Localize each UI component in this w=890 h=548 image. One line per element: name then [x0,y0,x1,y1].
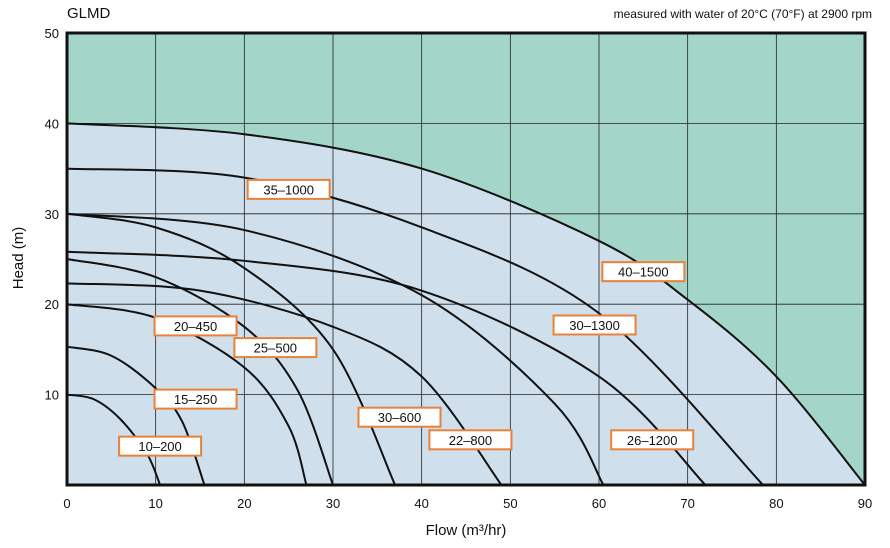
curve-label-box [552,314,637,336]
pump-curve-30–1300 [66,212,605,486]
curve-label: 35–1000 [263,182,314,197]
pump-curve-40–1500 [66,122,866,486]
curve-label-box [233,337,318,359]
x-tick-label: 10 [148,496,162,511]
curve-label: 20–450 [174,319,217,334]
x-tick-label: 90 [858,496,872,511]
y-tick-label: 40 [45,116,59,131]
curve-label-box [610,429,695,451]
plot-frame [65,31,867,487]
y-tick-label: 30 [45,207,59,222]
curve-label: 15–250 [174,392,217,407]
x-tick-label: 70 [680,496,694,511]
curve-label: 26–1200 [627,433,678,448]
curve-label-box [357,406,442,428]
pump-curve-26–1200 [66,250,707,486]
curve-label: 22–800 [449,433,492,448]
x-tick-label: 60 [592,496,606,511]
chart-title: GLMD [67,5,111,22]
curve-label-box [118,435,203,457]
x-tick-label: 0 [63,496,70,511]
pump-curve-10–200 [66,393,162,486]
curve-label-box [601,261,686,283]
pump-curve-35–1000 [66,167,764,486]
pump-curve-30–600 [66,212,396,486]
x-tick-label: 30 [326,496,340,511]
x-tick-label: 80 [769,496,783,511]
curve-label: 25–500 [254,341,297,356]
y-tick-label: 20 [45,297,59,312]
y-tick-label: 50 [45,26,59,41]
chart-subtitle: measured with water of 20°C (70°F) at 29… [613,7,872,21]
curve-label-box [428,429,513,451]
curve-label-box [153,315,238,337]
curve-label-box [153,388,238,410]
curve-label: 30–600 [378,410,421,425]
curve-label-box [246,178,331,200]
pump-curve-22–800 [66,282,503,486]
pump-curve-20–450 [66,303,308,486]
curve-label: 10–200 [138,439,181,454]
pump-curve-25–500 [66,258,334,486]
y-tick-label: 10 [45,388,59,403]
curve-label: 30–1300 [569,318,620,333]
x-tick-label: 40 [414,496,428,511]
x-axis-label: Flow (m³/hr) [426,522,507,539]
x-tick-label: 20 [237,496,251,511]
y-axis-label: Head (m) [10,227,27,290]
curve-label: 40–1500 [618,265,669,280]
x-tick-label: 50 [503,496,517,511]
